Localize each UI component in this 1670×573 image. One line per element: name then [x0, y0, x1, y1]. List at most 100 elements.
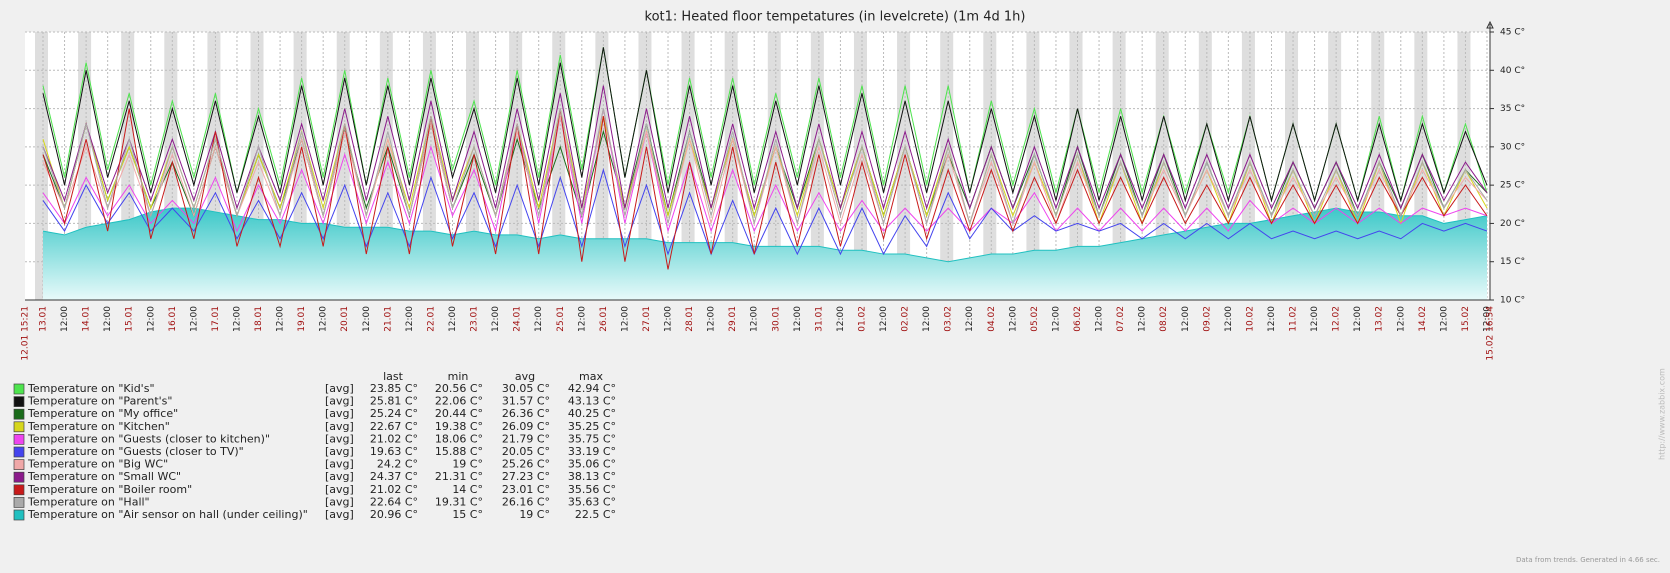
x-tick-label: 12:00 [1181, 306, 1191, 332]
legend-function: [avg] [325, 470, 354, 483]
legend-stat: 35.75 C° [568, 432, 616, 445]
legend-function: [avg] [325, 445, 354, 458]
x-tick-label: 21.01 [383, 306, 393, 332]
x-tick-label: 17.01 [211, 306, 221, 332]
legend-stat: 24.37 C° [370, 470, 418, 483]
legend-swatch [13, 497, 25, 508]
x-tick-label: 12:00 [319, 306, 329, 332]
legend-stat: 20.05 C° [502, 445, 550, 458]
x-tick-label: 25.01 [556, 306, 566, 332]
x-tick-label: 12:00 [491, 306, 501, 332]
legend-function: [avg] [325, 420, 354, 433]
x-tick-label: 12:00 [750, 306, 760, 332]
legend-stat: 42.94 C° [568, 382, 616, 395]
chart-title: kot1: Heated floor tempetatures (in leve… [645, 10, 1026, 25]
legend-stat: 35.56 C° [568, 483, 616, 496]
watermark: http://www.zabbix.com [1658, 368, 1667, 460]
legend-stat: 23.01 C° [502, 483, 550, 496]
legend-name: Temperature on "Guests (closer to kitche… [27, 432, 270, 445]
x-tick-label: 05.02 [1030, 306, 1040, 332]
x-tick-label: 12:00 [189, 306, 199, 332]
legend-stat: 30.05 C° [502, 382, 550, 395]
x-tick-label: 12:00 [362, 306, 372, 332]
x-tick-label: 12:00 [103, 306, 113, 332]
legend-stat: 19.63 C° [370, 445, 418, 458]
x-tick-label: 12:00 [534, 306, 544, 332]
legend-stat: 25.24 C° [370, 407, 418, 420]
x-tick-label: 12:00 [1051, 306, 1061, 332]
x-tick-label: 19.01 [297, 306, 307, 332]
legend-stat: 19 C° [519, 508, 550, 521]
legend-stat: 20.44 C° [435, 407, 483, 420]
y-tick-label: 40 C° [1500, 66, 1525, 76]
x-tick-label: 12:00 [1267, 306, 1277, 332]
legend-swatch [13, 434, 25, 445]
legend-function: [avg] [325, 395, 354, 408]
legend-name: Temperature on "Guests (closer to TV)" [27, 445, 244, 458]
x-tick-label: 02.02 [901, 306, 911, 332]
legend-function: [avg] [325, 432, 354, 445]
x-tick-label: 26.01 [599, 306, 609, 332]
x-tick-label: 12:00 [448, 306, 458, 332]
x-tick-label: 12:00 [232, 306, 242, 332]
legend-stat: 19.31 C° [435, 495, 483, 508]
legend-stat: 22.5 C° [575, 508, 616, 521]
legend-header: last [383, 370, 404, 383]
series-line [42, 108, 1488, 270]
legend-function: [avg] [325, 495, 354, 508]
night-band [940, 32, 954, 300]
x-end-label: 15.02 16:54 [1486, 306, 1496, 361]
legend-swatch [13, 421, 25, 433]
legend-stat: 33.19 C° [568, 445, 616, 458]
x-start-label: 12.01 15:21 [21, 306, 31, 361]
legend-stat: 15 C° [452, 508, 483, 521]
x-tick-label: 12:00 [60, 306, 70, 332]
legend-stat: 35.25 C° [568, 420, 616, 433]
x-tick-label: 12:00 [1224, 306, 1234, 332]
x-tick-label: 29.01 [728, 306, 738, 332]
legend-stat: 27.23 C° [502, 470, 550, 483]
night-band [595, 32, 609, 300]
legend-stat: 21.31 C° [435, 470, 483, 483]
night-band [897, 32, 911, 300]
x-tick-label: 12:00 [707, 306, 717, 332]
x-tick-label: 28.01 [685, 306, 695, 332]
series-area [43, 208, 1487, 300]
legend-stat: 22.67 C° [370, 420, 418, 433]
x-tick-label: 12:00 [1095, 306, 1105, 332]
x-tick-label: 12:00 [836, 306, 846, 332]
legend-swatch [13, 396, 25, 407]
x-tick-label: 15.01 [125, 306, 135, 332]
legend-swatch [13, 509, 25, 521]
series-line [42, 47, 1488, 203]
legend-stat: 14 C° [452, 483, 483, 496]
legend-function: [avg] [325, 458, 354, 471]
legend-stat: 19.38 C° [435, 420, 483, 433]
x-tick-label: 24.01 [513, 306, 523, 332]
x-tick-label: 14.02 [1418, 306, 1428, 332]
legend-name: Temperature on "Boiler room" [27, 483, 192, 496]
x-tick-label: 27.01 [642, 306, 652, 332]
y-tick-label: 10 C° [1500, 296, 1525, 306]
legend-function: [avg] [325, 407, 354, 420]
x-tick-label: 01.02 [857, 306, 867, 332]
x-tick-label: 23.01 [470, 306, 480, 332]
x-tick-label: 12:00 [1138, 306, 1148, 332]
x-tick-label: 12:00 [1008, 306, 1018, 332]
y-tick-label: 15 C° [1500, 257, 1525, 267]
legend-swatch [13, 383, 25, 395]
legend-swatch [13, 408, 25, 420]
x-tick-label: 07.02 [1116, 306, 1126, 332]
legend-stat: 35.06 C° [568, 458, 616, 471]
legend-stat: 15.88 C° [435, 445, 483, 458]
night-band [638, 32, 652, 300]
legend-stat: 25.26 C° [502, 458, 550, 471]
x-tick-label: 22.01 [426, 306, 436, 332]
legend-name: Temperature on "Hall" [27, 495, 150, 508]
x-tick-label: 12:00 [879, 306, 889, 332]
x-tick-label: 09.02 [1202, 306, 1212, 332]
x-tick-label: 14.01 [82, 306, 92, 332]
x-tick-label: 12.02 [1332, 306, 1342, 332]
y-tick-label: 35 C° [1500, 104, 1525, 114]
x-tick-label: 12:00 [1353, 306, 1363, 332]
